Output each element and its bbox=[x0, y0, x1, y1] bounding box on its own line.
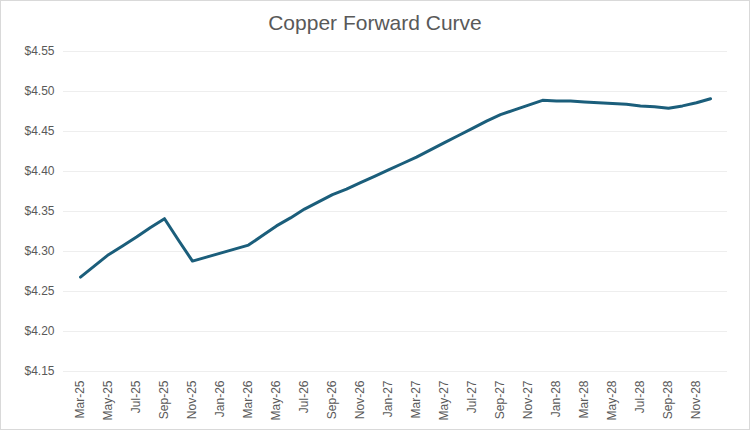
svg-text:$4.25: $4.25 bbox=[24, 284, 54, 298]
svg-text:Mar-27: Mar-27 bbox=[409, 380, 423, 418]
svg-text:Sep-25: Sep-25 bbox=[157, 380, 171, 419]
svg-text:Jul-25: Jul-25 bbox=[129, 380, 143, 413]
svg-text:Nov-28: Nov-28 bbox=[689, 380, 703, 419]
svg-text:Jan-28: Jan-28 bbox=[549, 380, 563, 417]
svg-text:$4.50: $4.50 bbox=[24, 84, 54, 98]
svg-text:May-27: May-27 bbox=[437, 380, 451, 420]
svg-text:$4.40: $4.40 bbox=[24, 164, 54, 178]
svg-text:Jan-26: Jan-26 bbox=[213, 380, 227, 417]
svg-text:May-25: May-25 bbox=[101, 380, 115, 420]
svg-text:Sep-26: Sep-26 bbox=[325, 380, 339, 419]
svg-text:$4.15: $4.15 bbox=[24, 364, 54, 378]
html-text:Copper Forward Curve: Copper Forward Curve bbox=[268, 11, 482, 34]
svg-text:$4.35: $4.35 bbox=[24, 204, 54, 218]
svg-text:$4.20: $4.20 bbox=[24, 324, 54, 338]
svg-text:Jan-27: Jan-27 bbox=[381, 380, 395, 417]
svg-text:Nov-27: Nov-27 bbox=[521, 380, 535, 419]
svg-text:$4.30: $4.30 bbox=[24, 244, 54, 258]
svg-text:Nov-25: Nov-25 bbox=[185, 380, 199, 419]
svg-text:Mar-28: Mar-28 bbox=[577, 380, 591, 418]
svg-text:Mar-26: Mar-26 bbox=[241, 380, 255, 418]
svg-text:May-26: May-26 bbox=[269, 380, 283, 420]
svg-text:$4.45: $4.45 bbox=[24, 124, 54, 138]
svg-text:$4.55: $4.55 bbox=[24, 44, 54, 58]
svg-text:Jul-28: Jul-28 bbox=[633, 380, 647, 413]
svg-text:May-28: May-28 bbox=[605, 380, 619, 420]
svg-text:Sep-28: Sep-28 bbox=[661, 380, 675, 419]
svg-text:Sep-27: Sep-27 bbox=[493, 380, 507, 419]
svg-text:Jul-26: Jul-26 bbox=[297, 380, 311, 413]
svg-text:Jul-27: Jul-27 bbox=[465, 380, 479, 413]
svg-text:Nov-26: Nov-26 bbox=[353, 380, 367, 419]
svg-text:Mar-25: Mar-25 bbox=[73, 380, 87, 418]
